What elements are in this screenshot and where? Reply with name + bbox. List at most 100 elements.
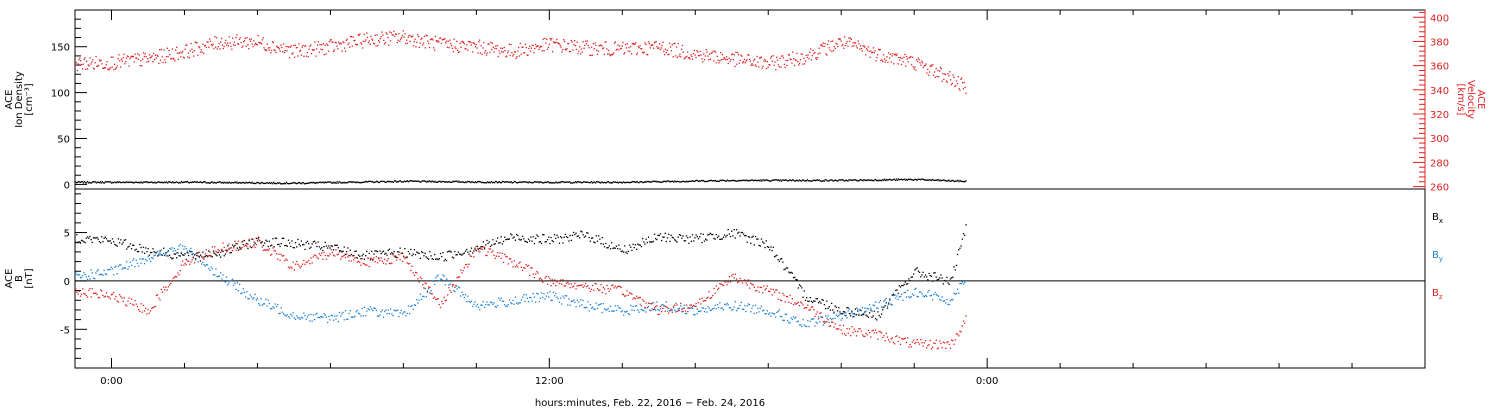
- data-point: [683, 58, 685, 60]
- data-point: [840, 329, 842, 331]
- data-point: [540, 46, 543, 48]
- data-point: [241, 46, 243, 49]
- data-point: [724, 303, 726, 305]
- data-point: [286, 182, 289, 185]
- data-point: [179, 181, 181, 184]
- data-point: [328, 245, 330, 247]
- data-point: [942, 73, 944, 75]
- data-point: [574, 40, 576, 42]
- data-point: [469, 41, 471, 43]
- data-point: [933, 272, 935, 274]
- data-point: [850, 38, 852, 40]
- data-point: [715, 233, 717, 236]
- data-point: [264, 249, 266, 251]
- data-point: [392, 254, 394, 256]
- data-point: [520, 299, 522, 301]
- data-point: [533, 52, 535, 54]
- data-point: [295, 47, 297, 49]
- data-point: [123, 181, 125, 184]
- data-point: [578, 181, 580, 183]
- data-point: [759, 180, 761, 182]
- data-point: [395, 181, 398, 183]
- y-axis-label-bottom: [nT]: [24, 268, 35, 288]
- data-point: [788, 271, 790, 273]
- data-point: [356, 181, 358, 183]
- data-point: [872, 304, 874, 306]
- data-point: [211, 268, 213, 270]
- data-point: [584, 307, 587, 309]
- data-point: [246, 242, 248, 245]
- data-point: [529, 45, 531, 47]
- data-point: [85, 237, 87, 239]
- data-point: [268, 248, 270, 250]
- data-point: [645, 181, 647, 183]
- data-point: [193, 181, 196, 183]
- data-point: [338, 250, 341, 252]
- data-point: [590, 307, 593, 309]
- data-point: [905, 65, 907, 67]
- data-point: [825, 179, 827, 181]
- data-point: [524, 181, 526, 183]
- data-point: [306, 52, 308, 54]
- data-point: [937, 278, 940, 280]
- data-point: [905, 56, 908, 58]
- data-point: [769, 249, 771, 251]
- data-point: [260, 241, 262, 244]
- data-point: [116, 245, 118, 247]
- data-point: [344, 256, 347, 259]
- data-point: [670, 234, 672, 236]
- data-point: [167, 182, 169, 184]
- data-point: [226, 181, 228, 183]
- data-point: [620, 181, 622, 184]
- data-point: [210, 266, 212, 268]
- data-point: [770, 288, 772, 290]
- data-point: [797, 320, 799, 322]
- data-point: [763, 60, 765, 62]
- data-point: [584, 282, 587, 285]
- data-point: [86, 60, 88, 62]
- data-point: [618, 307, 620, 309]
- data-point: [884, 340, 886, 342]
- data-point: [922, 345, 924, 347]
- data-point: [121, 60, 123, 62]
- data-point: [386, 254, 388, 256]
- data-point: [882, 337, 884, 339]
- data-point: [273, 181, 275, 183]
- data-point: [233, 41, 235, 43]
- data-point: [572, 49, 574, 51]
- data-point: [517, 234, 519, 237]
- data-point: [669, 310, 671, 312]
- data-point: [487, 251, 489, 253]
- data-point: [103, 67, 105, 69]
- data-point: [107, 295, 109, 298]
- data-point: [474, 248, 476, 250]
- data-point: [559, 44, 561, 47]
- data-point: [153, 52, 155, 55]
- data-point: [607, 53, 609, 55]
- data-point: [899, 295, 902, 298]
- data-point: [687, 237, 689, 239]
- data-point: [329, 181, 331, 183]
- data-point: [576, 285, 578, 287]
- data-point: [940, 68, 942, 70]
- data-point: [193, 50, 196, 52]
- data-point: [839, 179, 841, 181]
- data-point: [323, 251, 325, 254]
- data-point: [955, 333, 958, 335]
- data-point: [341, 181, 343, 184]
- data-point: [186, 252, 188, 254]
- data-point: [904, 179, 907, 181]
- data-point: [536, 181, 538, 183]
- data-point: [802, 318, 804, 321]
- data-point: [699, 310, 701, 313]
- data-point: [211, 181, 213, 183]
- data-point: [741, 308, 744, 310]
- data-point: [486, 239, 488, 242]
- y-axis-label-top: Ion Density: [14, 71, 25, 128]
- data-point: [784, 66, 786, 68]
- data-point: [918, 291, 921, 293]
- data-point: [595, 283, 597, 285]
- data-point: [821, 180, 823, 182]
- data-point: [753, 180, 755, 182]
- data-point: [406, 262, 408, 264]
